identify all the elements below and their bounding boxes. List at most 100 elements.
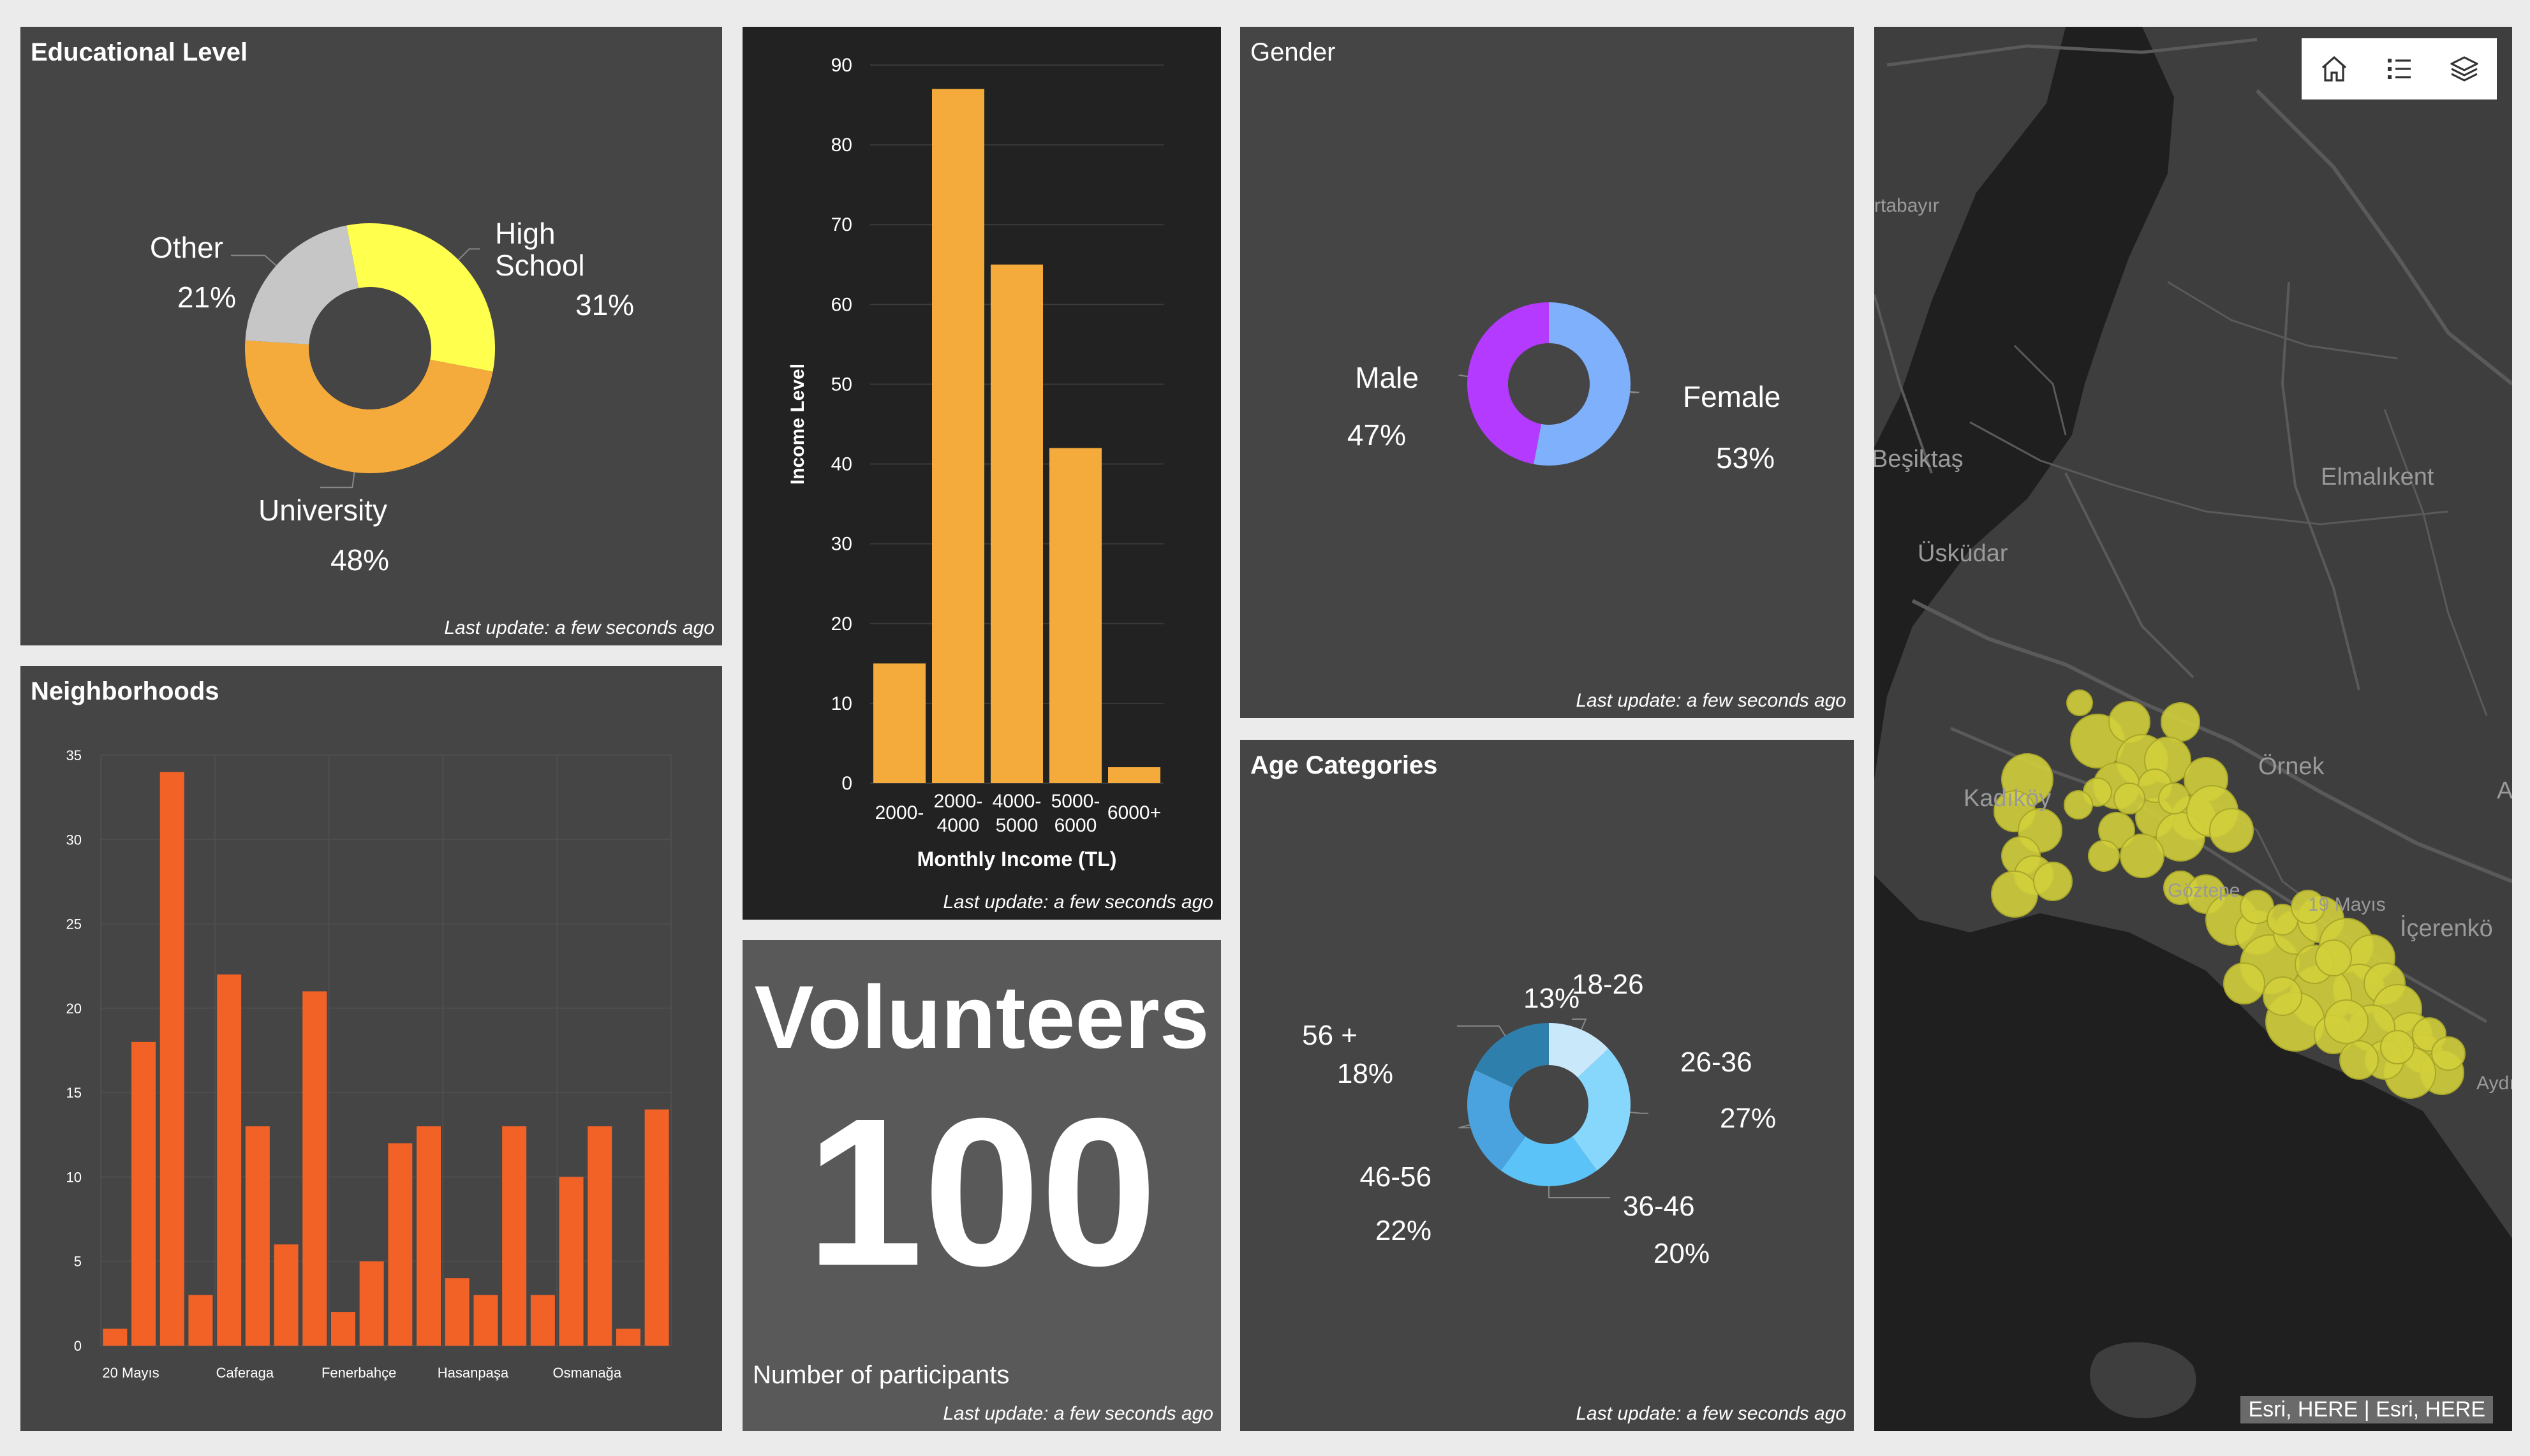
- age-label: 18-26: [1572, 969, 1644, 1000]
- volunteer-location-marker[interactable]: [2263, 976, 2302, 1016]
- income-xtick-label: 2000-: [934, 791, 983, 812]
- income-bar[interactable]: [932, 89, 984, 783]
- neighborhoods-bar[interactable]: [159, 772, 184, 1346]
- gender-slice[interactable]: [1467, 302, 1549, 464]
- age-slice[interactable]: [1467, 1070, 1526, 1171]
- income-xtick-label: 5000-: [1051, 791, 1100, 812]
- map-toolbar: [2302, 38, 2497, 99]
- neighborhoods-ytick-label: 5: [74, 1254, 82, 1270]
- age-leader-line: [1548, 1186, 1610, 1198]
- volunteer-location-marker[interactable]: [2339, 1040, 2379, 1080]
- volunteer-location-marker[interactable]: [2223, 962, 2265, 1004]
- neighborhoods-xtick-label: Hasanpaşa: [438, 1365, 509, 1381]
- volunteer-location-marker[interactable]: [2158, 783, 2190, 814]
- map-canvas[interactable]: rtabayır Beşiktaş Üsküdar Elmalıkent Kad…: [1874, 27, 2512, 1431]
- age-slice[interactable]: [1475, 1023, 1549, 1088]
- educational-percent: 48%: [330, 543, 389, 577]
- income-xlabel: Monthly Income (TL): [917, 848, 1117, 871]
- age-leader-line: [1457, 1025, 1506, 1036]
- income-bar[interactable]: [1108, 767, 1160, 783]
- neighborhoods-bar[interactable]: [131, 1041, 156, 1346]
- neighborhoods-bar[interactable]: [445, 1278, 470, 1346]
- neighborhoods-bar[interactable]: [388, 1143, 413, 1346]
- volunteer-location-marker[interactable]: [2161, 702, 2200, 742]
- neighborhoods-xtick-label: 20 Mayıs: [102, 1365, 159, 1381]
- neighborhoods-bar[interactable]: [302, 991, 327, 1346]
- educational-slice[interactable]: [245, 340, 493, 474]
- neighborhoods-xtick-label: Fenerbahçe: [322, 1365, 396, 1381]
- age-percent: 22%: [1375, 1215, 1431, 1246]
- volunteer-location-marker[interactable]: [2324, 999, 2369, 1044]
- educational-footer: Last update: a few seconds ago: [444, 617, 714, 638]
- neighborhoods-bar[interactable]: [502, 1126, 527, 1346]
- income-ytick-label: 60: [831, 294, 852, 315]
- gender-slice[interactable]: [1534, 302, 1631, 466]
- neighborhoods-bar[interactable]: [217, 974, 242, 1346]
- place-label: Göztepe: [2168, 880, 2240, 901]
- neighborhoods-bar[interactable]: [588, 1126, 612, 1346]
- educational-leader-line: [320, 472, 355, 489]
- map-panel[interactable]: rtabayır Beşiktaş Üsküdar Elmalıkent Kad…: [1874, 27, 2512, 1431]
- volunteer-location-marker[interactable]: [1991, 871, 2038, 918]
- educational-slice[interactable]: [346, 223, 495, 372]
- income-panel: 0 10 20 30 40 50 60 70 80 90 2000- 2000- 4000 4000- 50…: [743, 27, 1221, 920]
- volunteer-location-marker[interactable]: [2064, 790, 2093, 820]
- age-label: 46-56: [1359, 1161, 1431, 1193]
- volunteer-location-marker[interactable]: [2088, 840, 2120, 872]
- neighborhoods-bar[interactable]: [359, 1261, 384, 1346]
- income-bar[interactable]: [1049, 448, 1102, 783]
- neighborhoods-bar[interactable]: [473, 1295, 498, 1346]
- place-label: rtabayır: [1874, 195, 1939, 216]
- volunteer-locations[interactable]: [1991, 689, 2466, 1099]
- neighborhoods-xtick-label: Caferaga: [216, 1365, 274, 1381]
- gender-title: Gender: [1250, 38, 1336, 66]
- neighborhoods-ytick-label: 10: [66, 1169, 82, 1185]
- neighborhoods-bar[interactable]: [245, 1126, 270, 1346]
- neighborhoods-bar[interactable]: [188, 1295, 213, 1346]
- income-xtick-label: 5000: [996, 815, 1039, 836]
- place-label: İçerenkö: [2400, 915, 2493, 942]
- volunteer-location-marker[interactable]: [2066, 689, 2093, 716]
- age-slice[interactable]: [1572, 1048, 1631, 1171]
- educational-label: University: [258, 494, 387, 527]
- layers-button[interactable]: [2432, 38, 2497, 99]
- neighborhoods-bar[interactable]: [559, 1177, 584, 1346]
- neighborhoods-ytick-label: 0: [74, 1338, 82, 1354]
- neighborhoods-bar[interactable]: [330, 1312, 355, 1346]
- educational-label: School: [495, 249, 585, 282]
- place-label: Örnek: [2258, 753, 2325, 780]
- neighborhoods-bar[interactable]: [644, 1109, 669, 1346]
- educational-label: Other: [150, 231, 223, 264]
- age-leader-line: [1630, 1112, 1648, 1114]
- legend-button[interactable]: [2367, 38, 2432, 99]
- gender-percent: 47%: [1347, 418, 1406, 452]
- volunteer-location-marker[interactable]: [2113, 783, 2145, 814]
- age-slice[interactable]: [1549, 1023, 1609, 1078]
- volunteer-location-marker[interactable]: [2033, 862, 2073, 901]
- income-ytick-label: 80: [831, 135, 852, 156]
- age-percent: 20%: [1653, 1238, 1710, 1269]
- neighborhoods-bar[interactable]: [530, 1295, 555, 1346]
- volunteer-location-marker[interactable]: [2209, 808, 2254, 853]
- volunteer-location-marker[interactable]: [2120, 834, 2164, 878]
- neighborhoods-title: Neighborhoods: [31, 677, 219, 705]
- volunteer-location-marker[interactable]: [2380, 1030, 2415, 1064]
- neighborhoods-bar[interactable]: [274, 1244, 299, 1346]
- educational-slice[interactable]: [245, 225, 359, 344]
- age-percent: 13%: [1523, 983, 1579, 1014]
- neighborhoods-bar[interactable]: [103, 1328, 128, 1346]
- gender-label: Male: [1355, 361, 1419, 394]
- volunteer-location-marker[interactable]: [2431, 1036, 2466, 1071]
- volunteer-location-marker[interactable]: [2291, 890, 2325, 924]
- map-attribution[interactable]: Esri, HERE | Esri, HERE: [2240, 1396, 2493, 1423]
- neighborhoods-bar[interactable]: [616, 1328, 640, 1346]
- home-button[interactable]: [2302, 38, 2367, 99]
- income-bar[interactable]: [991, 264, 1043, 783]
- age-slice[interactable]: [1500, 1136, 1597, 1186]
- volunteer-location-marker[interactable]: [2315, 939, 2352, 976]
- age-percent: 27%: [1720, 1103, 1776, 1134]
- neighborhoods-bar[interactable]: [417, 1126, 441, 1346]
- income-bar[interactable]: [873, 663, 926, 783]
